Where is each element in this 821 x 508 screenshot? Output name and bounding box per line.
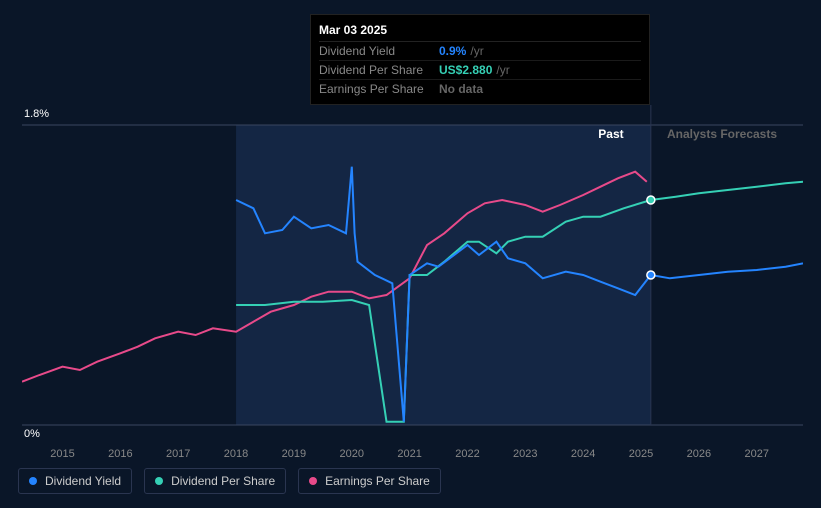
x-axis-tick-label: 2020 bbox=[340, 448, 364, 460]
tooltip-unit: /yr bbox=[496, 63, 509, 77]
dividend-yield-marker bbox=[647, 271, 655, 279]
tooltip-date: Mar 03 2025 bbox=[319, 21, 641, 42]
x-axis-tick-label: 2019 bbox=[282, 448, 306, 460]
tooltip-label: Dividend Per Share bbox=[319, 63, 439, 77]
x-axis-tick-label: 2026 bbox=[687, 448, 711, 460]
x-axis-tick-label: 2027 bbox=[744, 448, 768, 460]
tooltip-value: US$2.880 bbox=[439, 63, 492, 77]
x-axis-tick-label: 2017 bbox=[166, 448, 190, 460]
plot-area[interactable]: Past Analysts Forecasts bbox=[22, 105, 803, 446]
dividend-chart: Mar 03 2025 Dividend Yield0.9%/yrDividen… bbox=[0, 0, 821, 508]
tooltip-value: No data bbox=[439, 82, 483, 96]
x-axis-labels: 2015 2016 2017 2018 2019 2020 2021 2022 2023 2024… bbox=[22, 448, 803, 462]
legend-item-dividend-per-share[interactable]: Dividend Per Share bbox=[144, 468, 286, 494]
forecast-region-label: Analysts Forecasts bbox=[667, 127, 777, 141]
x-axis-tick-label: 2021 bbox=[397, 448, 421, 460]
legend-item-dividend-yield[interactable]: Dividend Yield bbox=[18, 468, 132, 494]
x-axis-tick-label: 2015 bbox=[50, 448, 74, 460]
tooltip-label: Dividend Yield bbox=[319, 44, 439, 58]
legend-label: Dividend Per Share bbox=[171, 474, 275, 488]
x-axis-tick-label: 2016 bbox=[108, 448, 132, 460]
chart-svg: Past Analysts Forecasts bbox=[22, 105, 803, 446]
x-axis-tick-label: 2024 bbox=[571, 448, 595, 460]
tooltip-unit: /yr bbox=[470, 44, 483, 58]
legend-dot-icon bbox=[155, 477, 163, 485]
tooltip-row: Dividend Yield0.9% /yr bbox=[319, 42, 641, 61]
tooltip-row: Dividend Per ShareUS$2.880/yr bbox=[319, 61, 641, 80]
past-region-band bbox=[236, 125, 651, 425]
legend-dot-icon bbox=[309, 477, 317, 485]
dividend-per-share-marker bbox=[647, 196, 655, 204]
legend-label: Earnings Per Share bbox=[325, 474, 430, 488]
past-region-label: Past bbox=[598, 127, 623, 141]
x-axis-tick-label: 2018 bbox=[224, 448, 248, 460]
x-axis-tick-label: 2022 bbox=[455, 448, 479, 460]
legend: Dividend Yield Dividend Per Share Earnin… bbox=[18, 468, 441, 494]
tooltip-label: Earnings Per Share bbox=[319, 82, 439, 96]
tooltip-row: Earnings Per ShareNo data bbox=[319, 80, 641, 98]
x-axis-tick-label: 2025 bbox=[629, 448, 653, 460]
x-axis-tick-label: 2023 bbox=[513, 448, 537, 460]
legend-dot-icon bbox=[29, 477, 37, 485]
chart-tooltip: Mar 03 2025 Dividend Yield0.9%/yrDividen… bbox=[310, 14, 650, 105]
legend-item-earnings-per-share[interactable]: Earnings Per Share bbox=[298, 468, 441, 494]
legend-label: Dividend Yield bbox=[45, 474, 121, 488]
tooltip-value: 0.9% bbox=[439, 44, 466, 58]
